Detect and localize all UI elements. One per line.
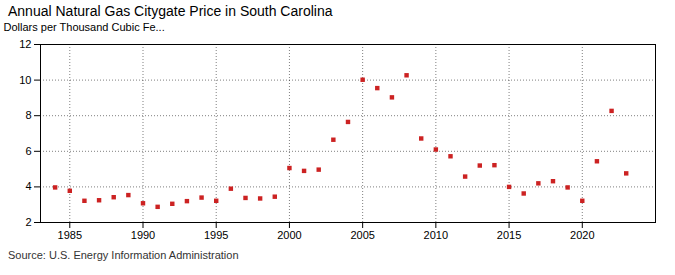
svg-text:2010: 2010 (424, 229, 448, 241)
svg-text:12: 12 (19, 38, 31, 50)
svg-text:2015: 2015 (497, 229, 521, 241)
svg-text:6: 6 (25, 145, 31, 157)
html-text:Annual Natural Gas Citygate Pr: Annual Natural Gas Citygate Price in Sou… (8, 3, 333, 19)
html-text:Source: U.S. Energy Informatio: Source: U.S. Energy Information Administ… (8, 249, 239, 261)
svg-text:8: 8 (25, 109, 31, 121)
svg-text:1985: 1985 (58, 229, 82, 241)
svg-text:1995: 1995 (204, 229, 228, 241)
svg-text:2000: 2000 (277, 229, 301, 241)
svg-text:Dollars per Thousand Cubic Fe.: Dollars per Thousand Cubic Fe... (4, 21, 165, 33)
svg-text:2: 2 (25, 216, 31, 228)
svg-text:2020: 2020 (570, 229, 594, 241)
svg-text:4: 4 (25, 180, 31, 192)
svg-text:2005: 2005 (350, 229, 374, 241)
svg-text:1990: 1990 (131, 229, 155, 241)
svg-text:10: 10 (19, 74, 31, 86)
